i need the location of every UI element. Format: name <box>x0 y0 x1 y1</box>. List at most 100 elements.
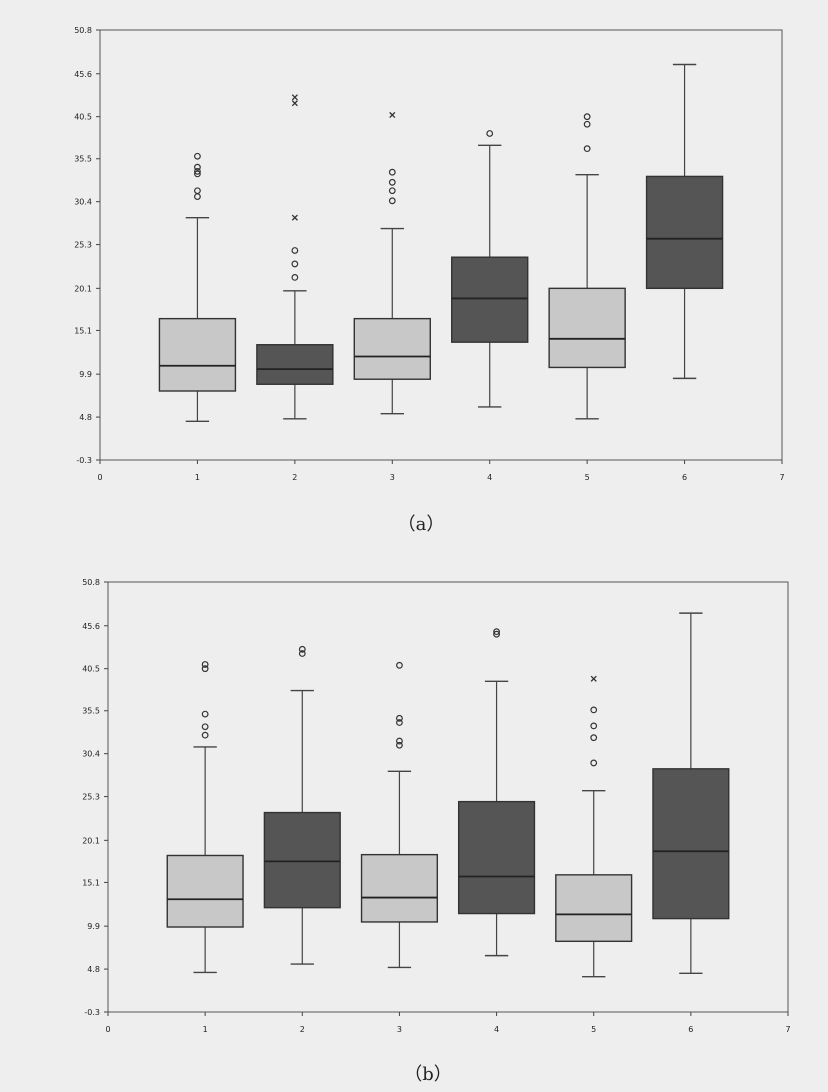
x-tick-label: 6 <box>682 473 687 482</box>
y-tick-label: 25.3 <box>82 793 100 802</box>
outlier-circle <box>590 706 598 714</box>
outlier-circle <box>493 628 500 636</box>
y-tick-label: 35.5 <box>74 155 92 164</box>
y-tick-label: 50.8 <box>74 26 92 35</box>
outlier-circle <box>201 723 209 731</box>
outlier-circle <box>201 665 209 673</box>
x-tick-label: 7 <box>785 1025 790 1034</box>
outlier-cross <box>389 111 396 119</box>
y-tick-label: 25.3 <box>74 241 92 250</box>
outlier-circle <box>583 145 591 153</box>
outlier-circle <box>194 163 201 171</box>
outlier-circle <box>201 661 209 668</box>
y-tick-label: 9.9 <box>87 922 100 931</box>
y-tick-label: 9.9 <box>79 370 92 379</box>
y-tick-label: 4.8 <box>87 965 100 974</box>
x-tick-label: 2 <box>292 473 297 482</box>
box-plot-a: -0.34.89.915.120.125.330.435.540.545.650… <box>74 26 784 535</box>
iqr-box <box>548 287 626 369</box>
y-tick-label: 40.5 <box>74 113 92 122</box>
outlier-circle <box>590 722 598 730</box>
iqr-box <box>263 811 341 909</box>
outlier-circle <box>388 187 396 195</box>
y-tick-label: 45.6 <box>82 622 100 631</box>
box-4 <box>457 628 536 957</box>
outlier-circle <box>291 273 299 281</box>
x-tick-label: 1 <box>203 1025 208 1034</box>
outlier-circle <box>388 168 396 176</box>
outlier-circle <box>194 170 201 178</box>
box-plot-b: -0.34.89.915.120.125.330.435.540.545.650… <box>82 578 790 1085</box>
outlier-circle <box>298 645 306 653</box>
outlier-cross-stroke <box>590 675 597 682</box>
iqr-box <box>256 344 334 385</box>
outlier-circle <box>298 650 306 657</box>
outlier-circle <box>493 630 500 638</box>
outlier-cross <box>291 94 298 101</box>
x-tick-label: 5 <box>591 1025 596 1034</box>
y-tick-label: 45.6 <box>74 70 92 79</box>
y-tick-label: 30.4 <box>82 750 100 759</box>
box-5 <box>555 675 633 978</box>
box-6 <box>652 612 730 974</box>
figure-caption: （a） <box>398 514 445 535</box>
outlier-circle <box>194 193 201 201</box>
y-tick-label: 50.8 <box>82 578 100 587</box>
box-6 <box>645 63 724 380</box>
x-tick-label: 6 <box>688 1025 693 1034</box>
x-tick-label: 3 <box>390 473 395 482</box>
outlier-cross-stroke <box>291 100 298 107</box>
y-tick-label: 35.5 <box>82 707 100 716</box>
box-1 <box>158 152 237 422</box>
iqr-box <box>360 853 439 923</box>
outlier-cross <box>291 100 298 107</box>
y-tick-label: 40.5 <box>82 665 100 674</box>
box-3 <box>360 661 439 969</box>
x-tick-label: 2 <box>300 1025 305 1034</box>
iqr-box <box>457 800 536 915</box>
outlier-circle <box>201 710 209 718</box>
box-5 <box>548 113 626 420</box>
iqr-box <box>652 768 730 920</box>
x-tick-label: 0 <box>97 473 102 482</box>
outlier-circle <box>388 178 396 186</box>
outlier-cross <box>291 214 298 221</box>
outlier-circle <box>396 741 403 749</box>
outlier-circle <box>583 113 591 121</box>
x-tick-label: 4 <box>487 473 492 482</box>
x-tick-label: 3 <box>397 1025 402 1034</box>
outlier-circle <box>194 187 201 195</box>
iqr-box <box>645 175 724 290</box>
y-tick-label: 20.1 <box>82 836 100 845</box>
outlier-cross <box>590 675 597 682</box>
figure-caption: （b） <box>404 1064 452 1085</box>
box-4 <box>451 130 529 408</box>
outlier-cross-stroke <box>389 111 396 119</box>
outlier-circle <box>396 714 403 722</box>
x-tick-label: 1 <box>195 473 200 482</box>
outlier-circle <box>396 661 403 669</box>
outlier-circle <box>291 247 299 254</box>
outlier-circle <box>486 130 494 137</box>
iqr-box <box>451 256 529 343</box>
iqr-box <box>166 854 244 928</box>
x-tick-label: 7 <box>779 473 784 482</box>
x-tick-label: 4 <box>494 1025 499 1034</box>
x-tick-label: 0 <box>105 1025 110 1034</box>
outlier-circle <box>194 167 201 175</box>
outlier-circle <box>201 731 209 739</box>
outlier-circle <box>291 260 299 268</box>
outlier-circle <box>583 120 591 128</box>
box-3 <box>353 111 431 415</box>
outlier-cross-stroke <box>291 214 298 221</box>
y-tick-label: 20.1 <box>74 284 92 293</box>
y-tick-label: -0.3 <box>84 1008 100 1017</box>
outlier-circle <box>590 734 598 742</box>
box-2 <box>256 94 334 420</box>
x-tick-label: 5 <box>585 473 590 482</box>
iqr-box <box>555 874 633 943</box>
y-tick-label: 15.1 <box>74 326 92 335</box>
outlier-circle <box>194 152 201 160</box>
y-tick-label: 4.8 <box>79 413 92 422</box>
